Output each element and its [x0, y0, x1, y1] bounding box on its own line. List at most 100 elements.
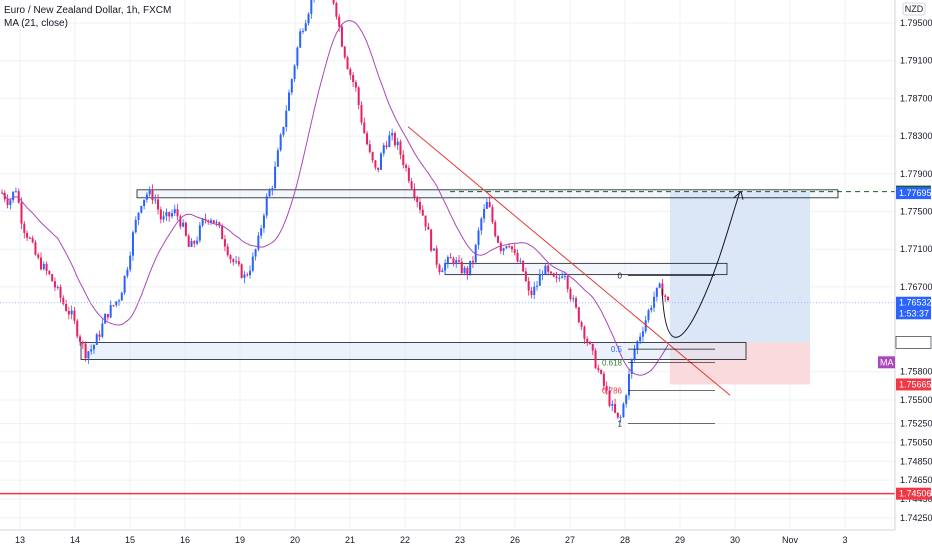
- candle-body: [600, 370, 603, 374]
- candle-body: [410, 181, 413, 189]
- candle-body: [664, 295, 667, 297]
- candle-body: [577, 307, 580, 323]
- candle-body: [510, 246, 513, 250]
- candle-body: [168, 212, 171, 217]
- fib-label: 0: [618, 272, 623, 281]
- candle-body: [460, 261, 463, 274]
- candle-body: [391, 133, 394, 136]
- candle-body: [413, 188, 416, 198]
- candle-body: [340, 26, 343, 47]
- price-tick-label: 1.77900: [900, 169, 932, 179]
- candle-body: [407, 167, 410, 182]
- candle-body: [647, 310, 650, 321]
- candle-body: [463, 267, 466, 274]
- candle-body: [90, 349, 93, 352]
- candle-body: [477, 230, 480, 245]
- time-axis-bg: [0, 530, 932, 550]
- candle-body: [145, 194, 148, 200]
- candle-body: [552, 273, 555, 277]
- candle-body: [343, 46, 346, 58]
- price-tick-label: 1.79100: [900, 56, 932, 66]
- candle-body: [232, 259, 235, 262]
- candle-body: [418, 202, 421, 210]
- indicator-label[interactable]: MA (21, close): [4, 18, 68, 29]
- candle-body: [26, 232, 29, 238]
- price-tick-label: 1.78300: [900, 131, 932, 141]
- price-badge: [895, 336, 932, 349]
- candle-body: [265, 196, 268, 216]
- candle-body: [608, 390, 611, 406]
- symbol-title[interactable]: Euro / New Zealand Dollar, 1h, FXCM: [4, 5, 172, 16]
- time-tick-label: 20: [290, 535, 300, 545]
- candle-body: [209, 220, 212, 223]
- candle-body: [151, 189, 154, 201]
- candle-body: [196, 240, 199, 244]
- candle-body: [204, 218, 207, 221]
- candle-body: [513, 249, 516, 254]
- candle-body: [352, 75, 355, 83]
- candle-body: [79, 336, 82, 342]
- candle-body: [563, 276, 566, 278]
- candle-body: [187, 235, 190, 247]
- candle-body: [636, 341, 639, 350]
- candle-body: [53, 281, 56, 288]
- candle-body: [131, 232, 134, 256]
- candle-body: [126, 269, 129, 276]
- candle-body: [12, 191, 15, 201]
- candle-body: [619, 417, 622, 419]
- price-badge: [896, 296, 931, 309]
- candle-body: [268, 190, 271, 197]
- candle-body: [363, 122, 366, 134]
- candle-body: [98, 334, 101, 337]
- candle-body: [304, 23, 307, 31]
- candle-body: [223, 239, 226, 247]
- candle-body: [154, 199, 157, 201]
- candle-body: [37, 254, 40, 258]
- price-badge-label: 1.77695: [899, 188, 932, 198]
- candle-body: [115, 301, 118, 306]
- candle-body: [118, 300, 121, 302]
- candle-body: [170, 213, 173, 217]
- candle-body: [627, 374, 630, 396]
- candle-body: [95, 334, 98, 345]
- candle-body: [432, 248, 435, 251]
- candle-body: [644, 320, 647, 332]
- currency-label: NZD: [905, 4, 924, 14]
- candle-body: [335, 3, 338, 17]
- candle-body: [458, 260, 461, 262]
- candle-body: [622, 403, 625, 418]
- candle-body: [212, 220, 215, 224]
- candle-body: [338, 16, 341, 27]
- candle-body: [182, 222, 185, 227]
- candle-body: [31, 238, 34, 243]
- price-badge-label: 1.74506: [899, 489, 932, 499]
- candle-body: [382, 145, 385, 154]
- price-axis[interactable]: NZD 1.79500 1.79100 1.78700 1.78300 1.77900 1.…: [878, 0, 932, 550]
- price-tick-label: 1.75250: [900, 419, 932, 429]
- candle-body: [533, 286, 536, 295]
- candle-body: [51, 274, 54, 282]
- candle-body: [165, 212, 168, 217]
- time-tick-label: 15: [125, 535, 135, 545]
- chart-zones: [80, 189, 839, 385]
- price-tick-label: 1.74850: [900, 456, 932, 466]
- candle-body: [388, 135, 391, 147]
- candle-body: [254, 249, 257, 257]
- price-badge: [896, 487, 931, 500]
- projection-path: [661, 191, 741, 338]
- candle-body: [104, 314, 107, 324]
- price-tick-label: 1.75500: [900, 395, 932, 405]
- candle-body: [605, 385, 608, 391]
- candle-body: [616, 412, 619, 418]
- candle-body: [221, 225, 224, 240]
- candle-body: [148, 189, 151, 195]
- trendline: [407, 126, 731, 396]
- candle-body: [109, 305, 112, 318]
- candle-body: [547, 265, 550, 272]
- time-axis[interactable]: 13 14 15 16 19 20 21 22 23 26 27 28 29 30 Nov 3: [0, 529, 932, 550]
- candle-body: [538, 274, 541, 286]
- candle-body: [399, 141, 402, 155]
- time-tick-label: 21: [345, 535, 355, 545]
- candle-body: [572, 298, 575, 300]
